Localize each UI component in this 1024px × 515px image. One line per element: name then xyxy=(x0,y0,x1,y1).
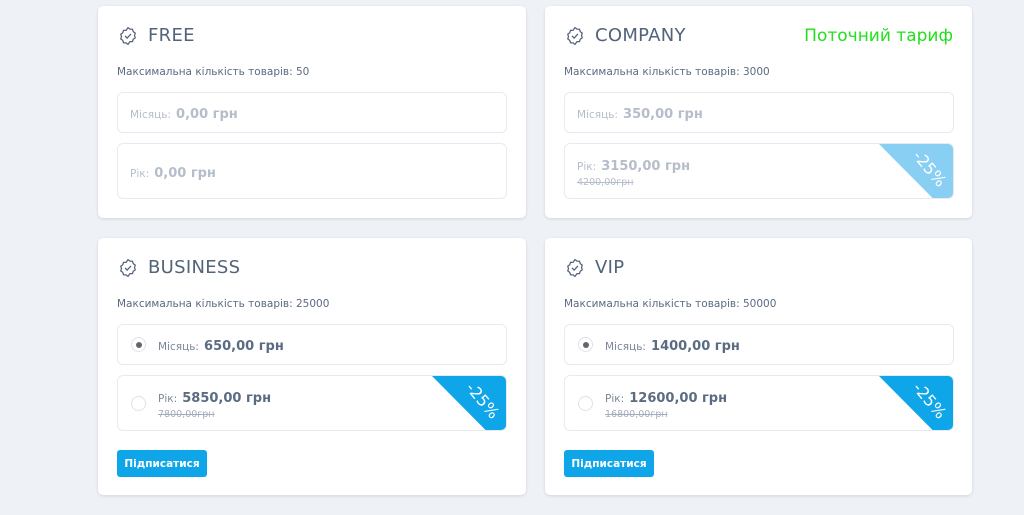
subscribe-button[interactable]: Підписатися xyxy=(564,450,654,477)
year-option[interactable]: Рік: 5850,00 грн 7800,00грн -25% xyxy=(117,375,507,431)
year-radio[interactable] xyxy=(131,395,146,411)
year-option: Рік: 3150,00 грн 4200,00грн -25% xyxy=(564,143,954,199)
month-price: 350,00 грн xyxy=(623,107,703,122)
month-option[interactable]: Місяць: 650,00 грн xyxy=(117,324,507,365)
discount-label: -25% xyxy=(909,378,951,422)
discount-label: -25% xyxy=(462,378,504,422)
month-price: 0,00 грн xyxy=(176,107,238,122)
month-price: 1400,00 грн xyxy=(651,339,740,354)
year-label: Рік: xyxy=(130,167,150,180)
current-plan-label: Поточний тариф xyxy=(804,26,953,46)
month-radio[interactable] xyxy=(131,337,146,352)
max-products: Максимальна кількість товарів: 50000 xyxy=(564,298,777,310)
plan-title: VIP xyxy=(595,257,625,278)
max-products: Максимальна кількість товарів: 3000 xyxy=(564,66,770,78)
year-old-price: 4200,00грн xyxy=(577,176,634,188)
year-option: Рік: 0,00 грн xyxy=(117,143,507,199)
month-option: Місяць: 350,00 грн xyxy=(564,92,954,133)
plan-card-free: FREE Максимальна кількість товарів: 50 М… xyxy=(98,6,526,218)
badge-check-icon xyxy=(120,26,136,45)
plan-card-vip: VIP Максимальна кількість товарів: 50000… xyxy=(545,238,972,495)
year-old-price: 16800,00грн xyxy=(605,408,668,420)
month-label: Місяць: xyxy=(130,109,171,121)
year-radio[interactable] xyxy=(578,395,593,411)
discount-ribbon: -25% xyxy=(432,376,506,430)
month-label: Місяць: xyxy=(605,341,646,353)
year-old-price: 7800,00грн xyxy=(158,408,215,420)
month-label: Місяць: xyxy=(158,341,199,353)
month-option: Місяць: 0,00 грн xyxy=(117,92,507,133)
plan-card-company: COMPANY Поточний тариф Максимальна кільк… xyxy=(545,6,972,218)
badge-check-icon xyxy=(567,258,583,277)
plan-title: FREE xyxy=(148,25,195,46)
subscribe-button[interactable]: Підписатися xyxy=(117,450,207,477)
year-price: 5850,00 грн xyxy=(182,390,272,406)
plan-title: BUSINESS xyxy=(148,257,241,278)
year-price: 12600,00 грн xyxy=(629,390,728,406)
discount-label: -25% xyxy=(909,146,951,190)
month-label: Місяць: xyxy=(577,109,618,121)
month-option[interactable]: Місяць: 1400,00 грн xyxy=(564,324,954,365)
badge-check-icon xyxy=(120,258,136,277)
year-label: Рік: xyxy=(577,160,597,173)
discount-ribbon: -25% xyxy=(879,376,953,430)
plan-title: COMPANY xyxy=(595,25,686,46)
max-products: Максимальна кількість товарів: 25000 xyxy=(117,298,330,310)
year-option[interactable]: Рік: 12600,00 грн 16800,00грн -25% xyxy=(564,375,954,431)
year-label: Рік: xyxy=(605,392,625,405)
year-label: Рік: xyxy=(158,392,178,405)
plan-card-business: BUSINESS Максимальна кількість товарів: … xyxy=(98,238,526,495)
year-price: 3150,00 грн xyxy=(601,158,691,174)
month-radio[interactable] xyxy=(578,337,593,352)
badge-check-icon xyxy=(567,26,583,45)
max-products: Максимальна кількість товарів: 50 xyxy=(117,66,310,78)
discount-ribbon: -25% xyxy=(879,144,953,198)
month-price: 650,00 грн xyxy=(204,339,284,354)
year-price: 0,00 грн xyxy=(154,165,216,181)
